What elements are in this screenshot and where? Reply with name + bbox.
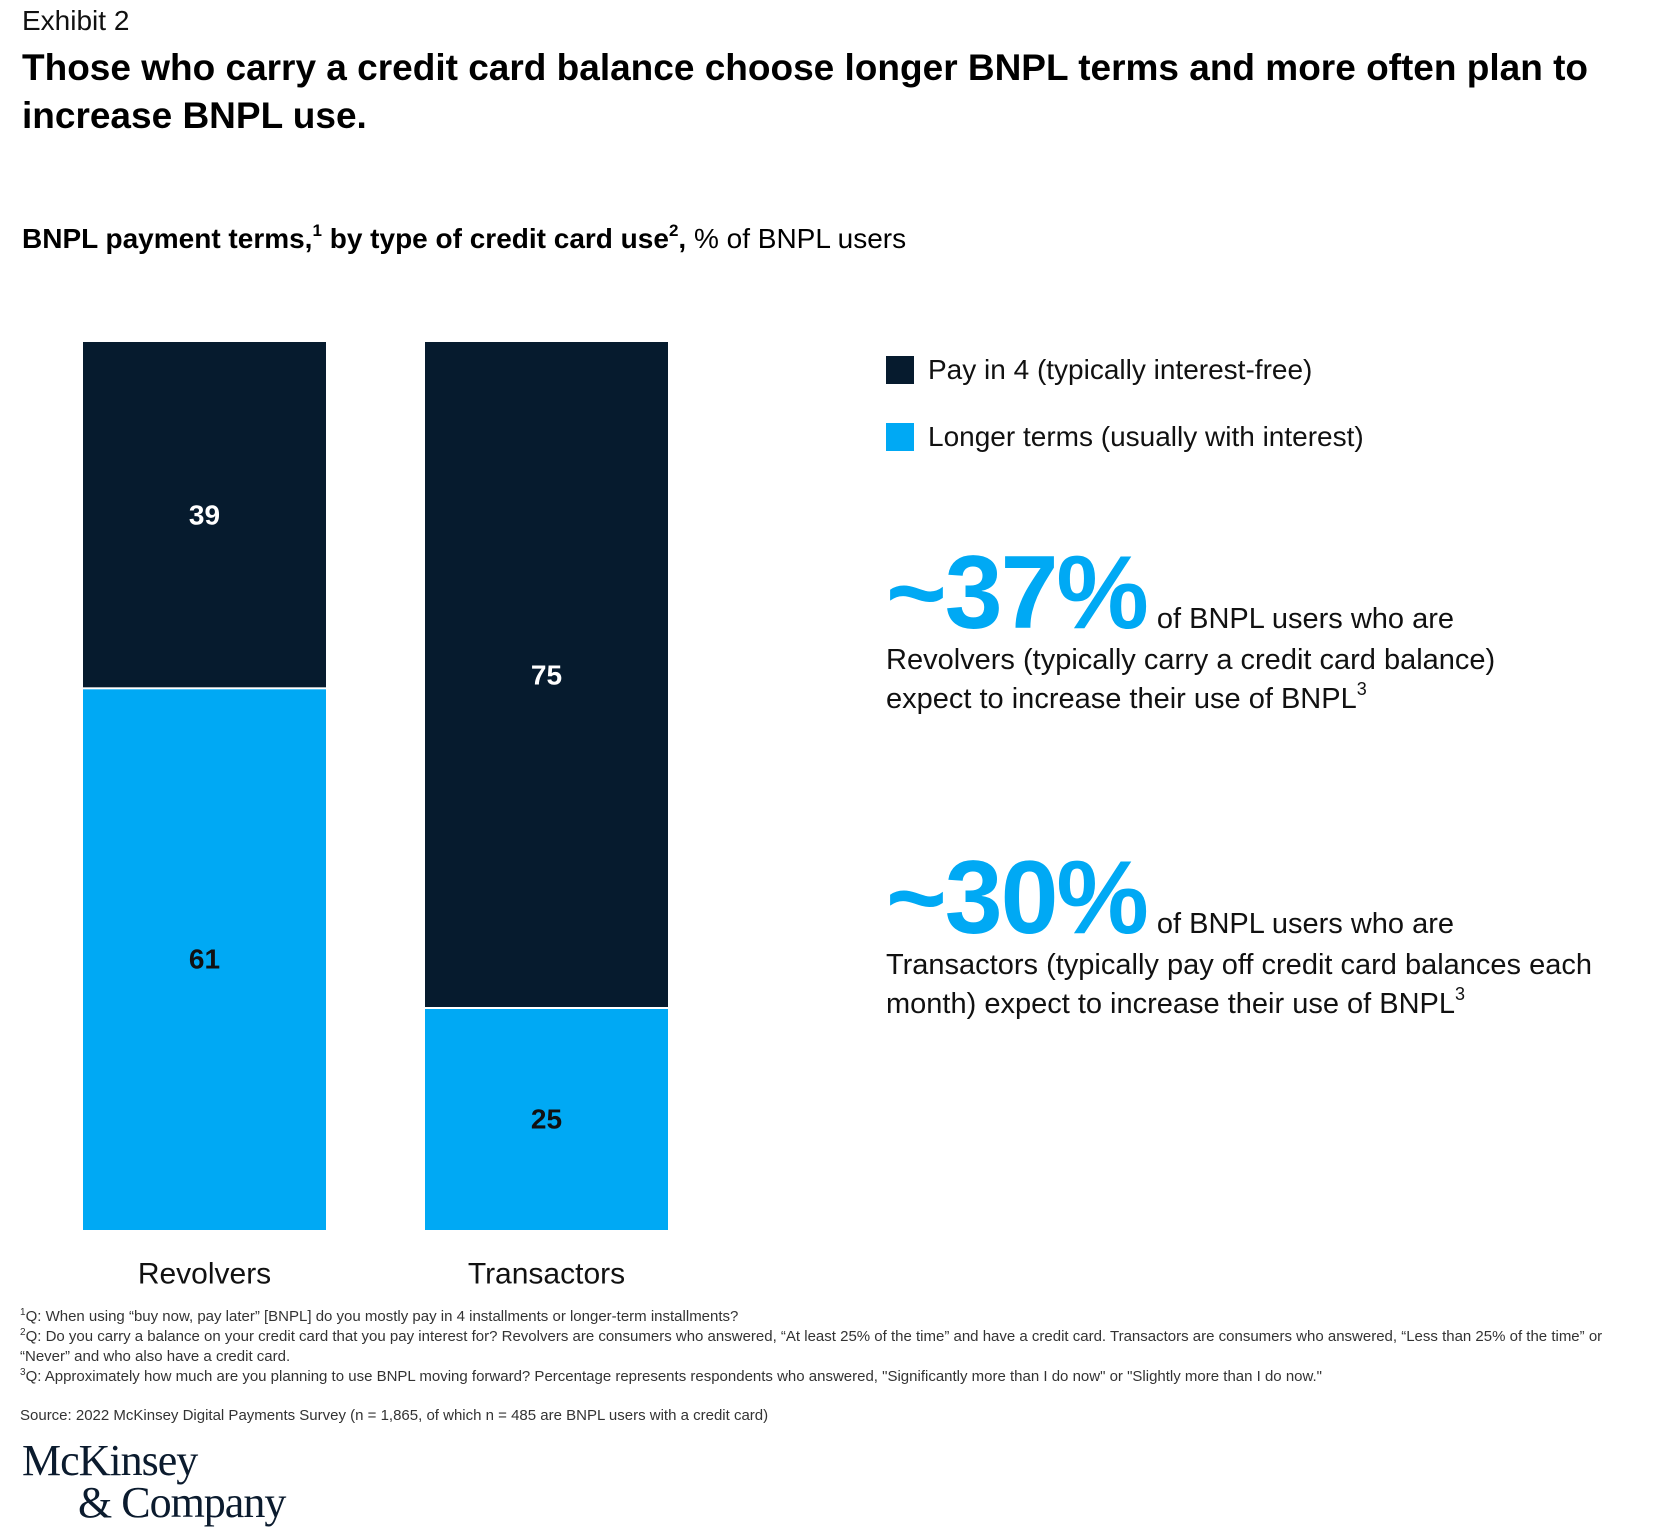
footnote-ref: 3 [1455, 984, 1466, 1004]
legend-item-longer-terms: Longer terms (usually with interest) [886, 421, 1364, 453]
exhibit-label: Exhibit 2 [22, 5, 130, 36]
bar-segment-revolvers-pay-in-4 [83, 342, 326, 688]
footnote-3: 3Q: Approximately how much are you plann… [20, 1367, 1640, 1387]
data-label: 39 [189, 500, 220, 531]
legend-item-pay-in-4: Pay in 4 (typically interest-free) [886, 354, 1312, 386]
bars-group [83, 342, 668, 1230]
source-note: Source: 2022 McKinsey Digital Payments S… [20, 1407, 769, 1424]
bar-segment-revolvers-longer-terms [83, 689, 326, 1230]
callout-value: ~37% [886, 535, 1149, 651]
logo-line-1: McKinsey [22, 1436, 198, 1485]
data-label: 75 [531, 660, 562, 691]
footnote-number: 3 [20, 1367, 26, 1378]
footnote-2: 2Q: Do you carry a balance on your credi… [20, 1327, 1640, 1367]
callout-text: Transactors (typically pay off credit ca… [886, 949, 1592, 1020]
category-label-revolvers: Revolvers [138, 1258, 271, 1291]
footnote-ref: 2 [668, 221, 679, 240]
legend-swatch-longer-terms [886, 423, 914, 451]
footnote-number: 1 [20, 1307, 26, 1318]
subtitle-part: , [678, 223, 687, 254]
stacked-bar-chart: 39 61 75 25 Revolvers Transactors [83, 342, 668, 1291]
footnote-ref: 1 [312, 221, 322, 240]
legend-label: Pay in 4 (typically interest-free) [928, 354, 1313, 385]
callout-transactors: ~30% of BNPL users who are Transactors (t… [886, 846, 1646, 1024]
bar-segment-transactors-longer-terms [425, 1009, 668, 1230]
callout-lead: of BNPL users who are [1156, 603, 1455, 635]
footnote-text: Q: Approximately how much are you planni… [25, 1368, 1323, 1385]
callout-lead: of BNPL users who are [1156, 908, 1455, 940]
legend-swatch-pay-in-4 [886, 356, 914, 384]
bar-segment-transactors-pay-in-4 [425, 342, 668, 1007]
category-labels-group: Revolvers Transactors [138, 1258, 625, 1291]
subtitle-part: by type of credit card use [321, 223, 669, 254]
footnote-number: 2 [20, 1327, 26, 1338]
footnote-ref: 3 [1356, 679, 1367, 699]
data-label: 25 [531, 1104, 562, 1135]
subtitle-part: BNPL payment terms, [22, 223, 313, 254]
data-label: 61 [189, 944, 220, 975]
subtitle-unit: % of BNPL users [686, 223, 907, 254]
footnote-text: Q: Do you carry a balance on your credit… [20, 1328, 1603, 1365]
footnote-text: Q: When using “buy now, pay later” [BNPL… [25, 1308, 739, 1325]
logo-line-2: & Company [78, 1478, 286, 1527]
mckinsey-logo: McKinsey & Company [22, 1436, 286, 1527]
footnotes: 1Q: When using “buy now, pay later” [BNP… [20, 1307, 1640, 1387]
category-label-transactors: Transactors [468, 1258, 625, 1291]
segment-labels-group: 39 61 75 25 [189, 500, 562, 1135]
chart-subtitle: BNPL payment terms,1 by type of credit c… [22, 222, 906, 256]
footnote-1: 1Q: When using “buy now, pay later” [BNP… [20, 1307, 1640, 1327]
callout-value: ~30% [886, 840, 1149, 956]
callout-revolvers: ~37% of BNPL users who are Revolvers (typ… [886, 541, 1646, 719]
legend-label: Longer terms (usually with interest) [928, 421, 1364, 452]
chart-headline: Those who carry a credit card balance ch… [22, 47, 1589, 136]
callout-text: Revolvers (typically carry a credit card… [886, 644, 1496, 715]
